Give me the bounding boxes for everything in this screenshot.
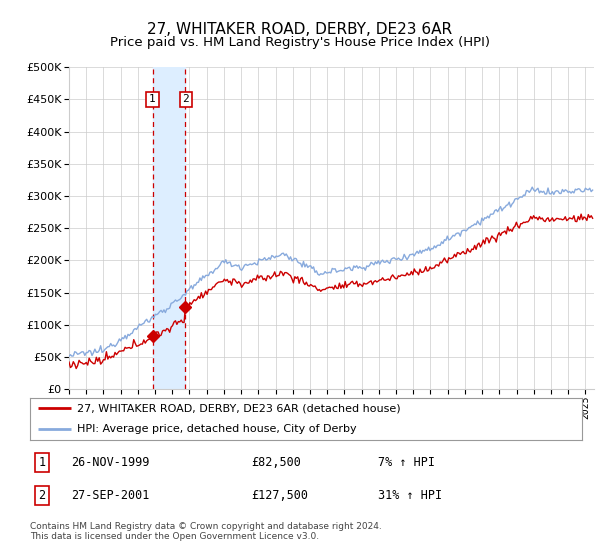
Text: Contains HM Land Registry data © Crown copyright and database right 2024.
This d: Contains HM Land Registry data © Crown c… [30,522,382,542]
Text: 27, WHITAKER ROAD, DERBY, DE23 6AR (detached house): 27, WHITAKER ROAD, DERBY, DE23 6AR (deta… [77,403,401,413]
Text: Price paid vs. HM Land Registry's House Price Index (HPI): Price paid vs. HM Land Registry's House … [110,36,490,49]
Text: 2: 2 [38,489,46,502]
Text: 27, WHITAKER ROAD, DERBY, DE23 6AR: 27, WHITAKER ROAD, DERBY, DE23 6AR [148,22,452,38]
Text: HPI: Average price, detached house, City of Derby: HPI: Average price, detached house, City… [77,424,356,434]
Text: £82,500: £82,500 [251,456,301,469]
Text: 27-SEP-2001: 27-SEP-2001 [71,489,150,502]
Bar [154,67,185,389]
Text: £127,500: £127,500 [251,489,308,502]
Text: 31% ↑ HPI: 31% ↑ HPI [378,489,442,502]
Text: 26-NOV-1999: 26-NOV-1999 [71,456,150,469]
Text: 1: 1 [149,95,156,104]
Text: 7% ↑ HPI: 7% ↑ HPI [378,456,435,469]
Text: 2: 2 [182,95,189,104]
Text: 1: 1 [38,456,46,469]
